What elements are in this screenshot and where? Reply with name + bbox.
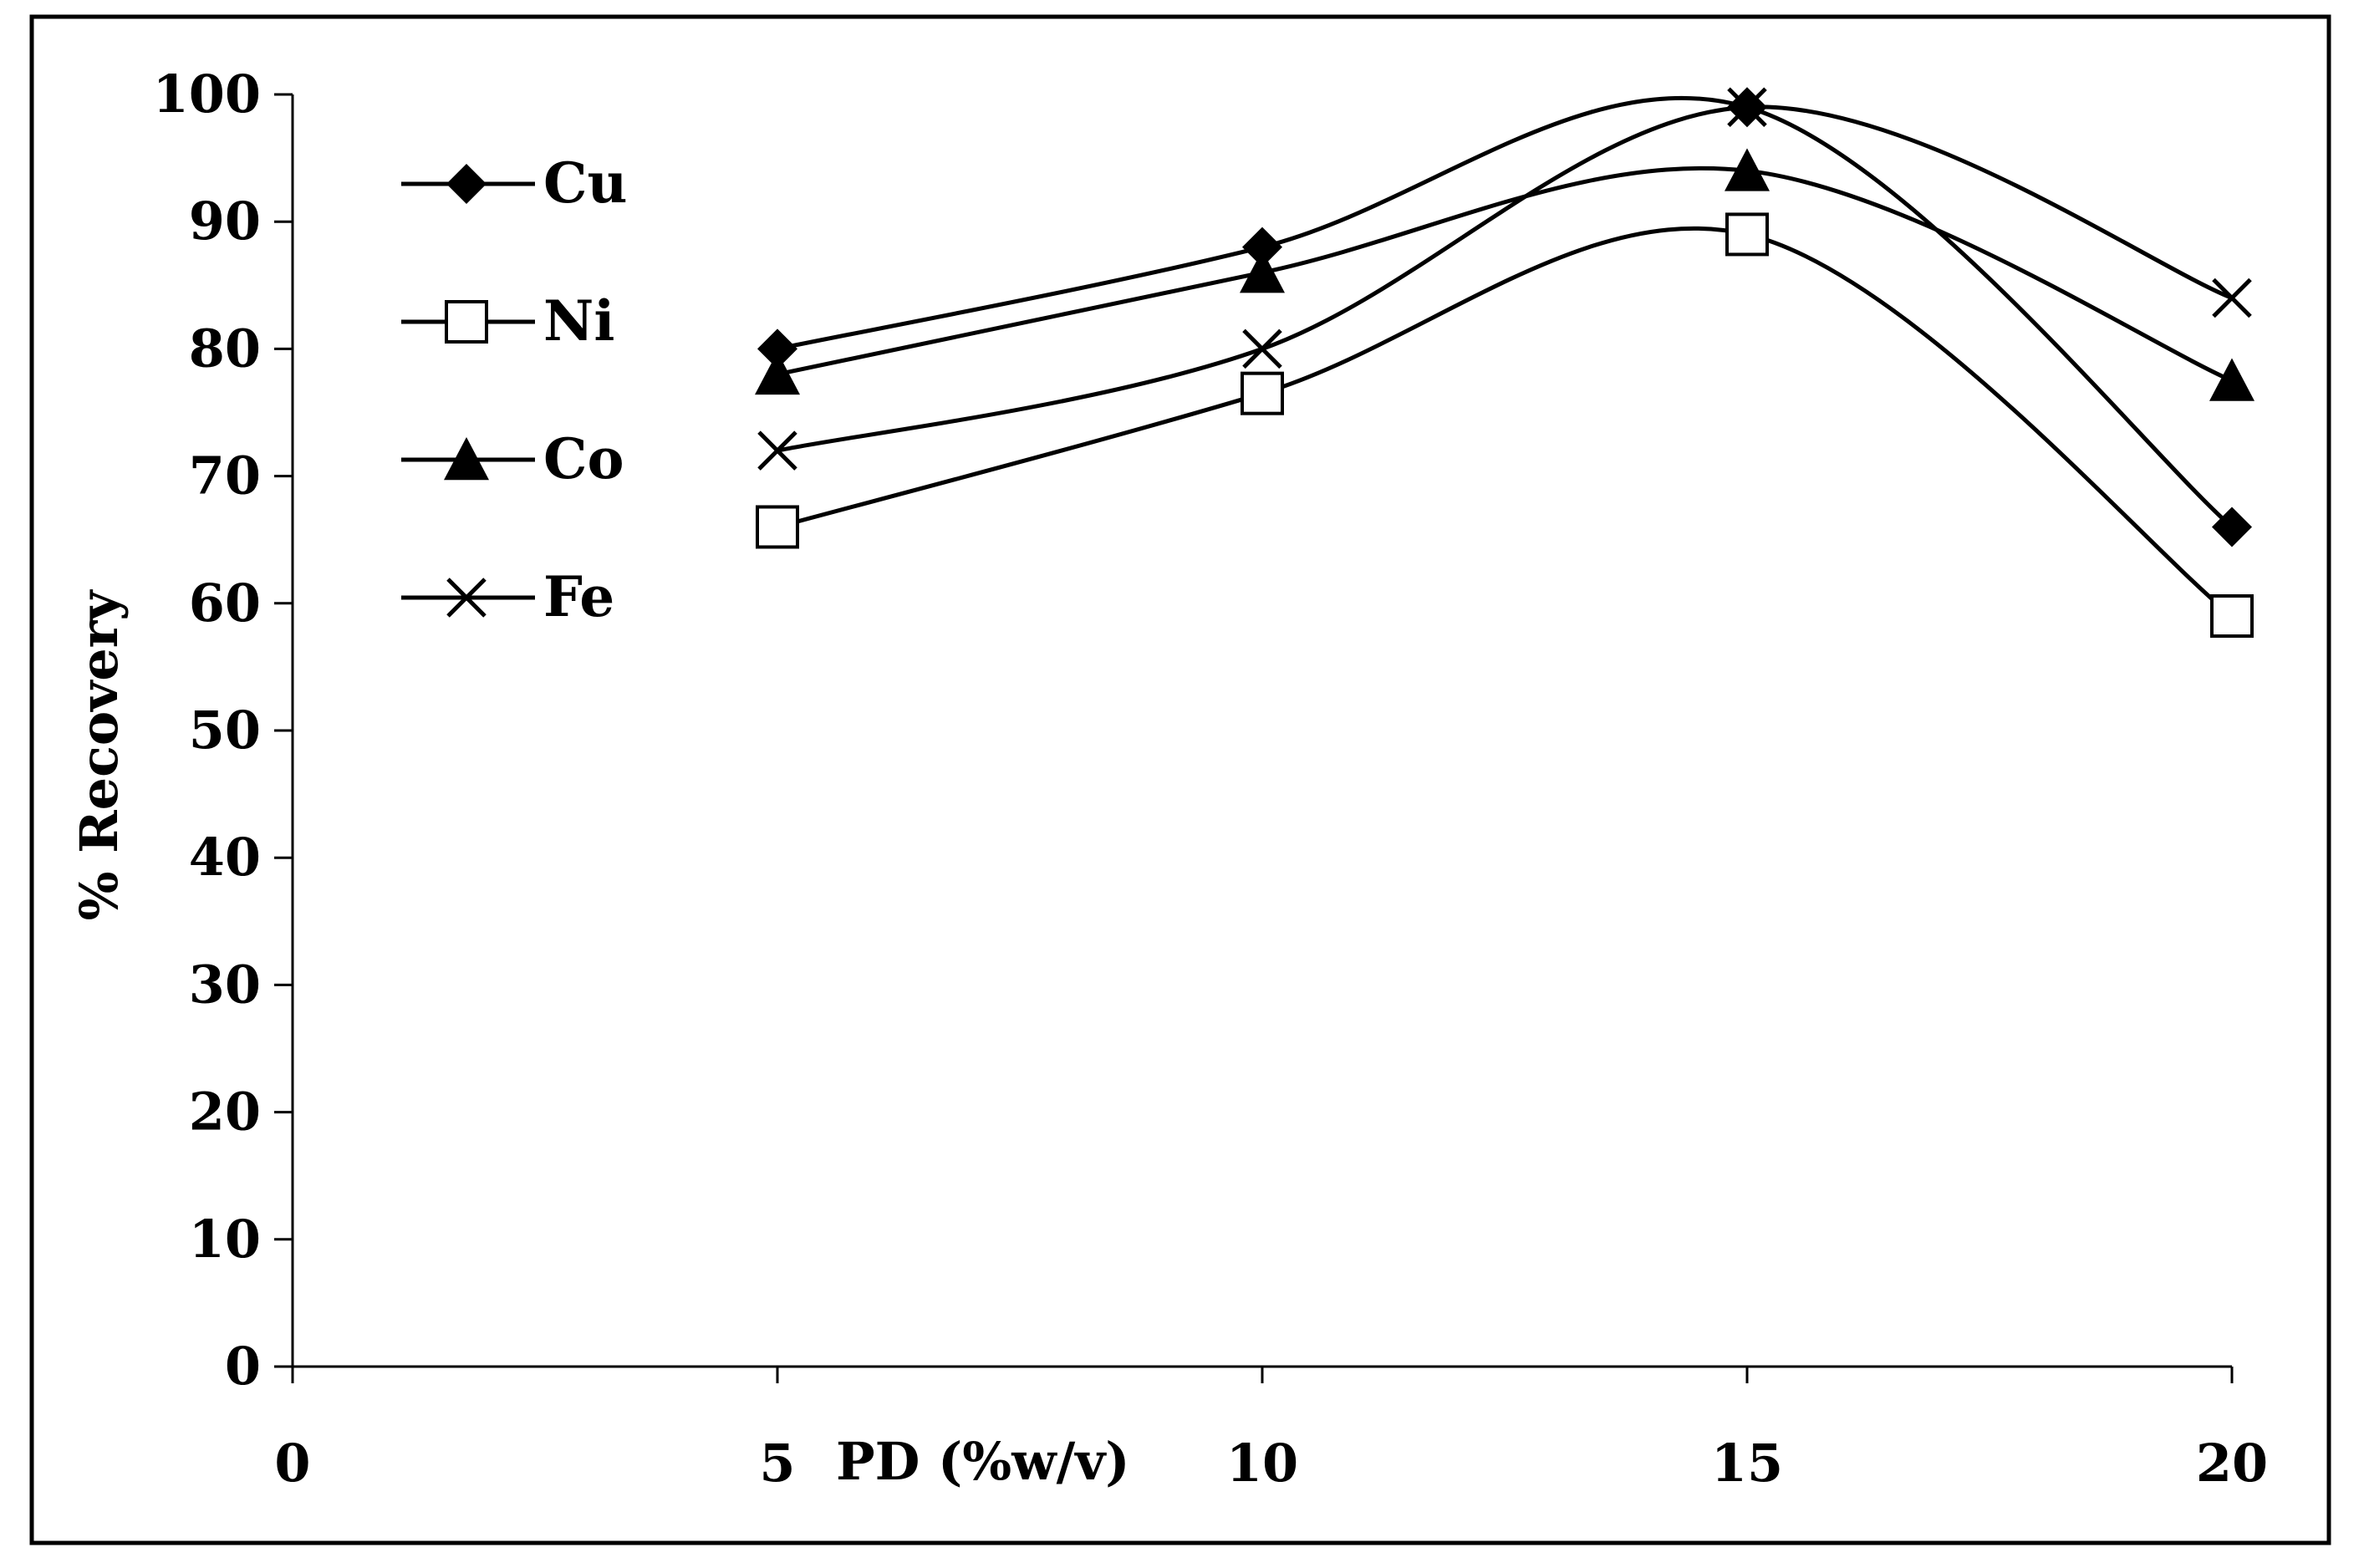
data-point-fe <box>757 430 797 471</box>
data-point-ni <box>2210 594 2254 639</box>
legend-item-cu: Cu <box>401 150 628 216</box>
series-line-ni <box>777 226 2234 618</box>
x-tick-label: 20 <box>2196 1433 2268 1494</box>
data-point-co <box>2209 358 2254 401</box>
legend: Cu Ni Co Fe <box>401 150 628 629</box>
y-tick-label: 90 <box>189 191 261 252</box>
x-tick-label: 5 <box>759 1433 795 1494</box>
legend-label-fe: Fe <box>543 564 614 629</box>
y-tick-label: 20 <box>189 1082 261 1143</box>
series-lines <box>777 96 2234 618</box>
y-tick-label: 80 <box>189 318 261 379</box>
legend-marker-co <box>444 437 489 481</box>
data-point-cu <box>757 328 797 369</box>
chart-border <box>29 14 2331 1545</box>
y-tick-label: 100 <box>153 64 261 125</box>
data-point-ni <box>1241 371 1284 415</box>
series-line-co <box>777 165 2233 383</box>
data-point-ni <box>756 505 799 549</box>
legend-marker-fe <box>446 578 487 618</box>
data-point-co <box>1240 250 1285 293</box>
x-tick-label: 0 <box>274 1433 310 1494</box>
data-point-fe <box>2212 277 2252 318</box>
legend-marker-cu <box>446 164 487 204</box>
legend-label-ni: Ni <box>543 288 614 354</box>
legend-label-co: Co <box>543 426 624 491</box>
y-tick-label: 50 <box>189 700 261 761</box>
y-tick-label: 60 <box>189 573 261 634</box>
series-line-fe <box>777 104 2233 453</box>
data-point-cu <box>2212 507 2252 547</box>
series-line-cu <box>777 96 2234 529</box>
data-point-fe <box>1727 87 1767 127</box>
data-point-ni <box>1725 212 1769 257</box>
data-point-co <box>755 351 800 395</box>
legend-item-co: Co <box>401 426 624 491</box>
data-point-cu <box>1242 227 1282 267</box>
data-point-co <box>1725 148 1770 191</box>
y-tick-label: 10 <box>189 1209 261 1270</box>
legend-label-cu: Cu <box>543 150 628 216</box>
legend-item-ni: Ni <box>401 288 614 354</box>
x-tick-label: 10 <box>1226 1433 1298 1494</box>
legend-item-fe: Fe <box>401 564 614 629</box>
y-tick-label: 0 <box>225 1336 261 1397</box>
y-tick-label: 30 <box>189 954 261 1015</box>
series-markers <box>755 87 2254 639</box>
axes: 0 10 20 30 40 50 60 70 80 90 100 0 5 10 15 20 PD (%w/v)%… <box>69 64 2268 1494</box>
y-tick-label: 70 <box>189 445 261 507</box>
data-point-fe <box>1242 328 1282 369</box>
y-tick-label: 40 <box>189 827 261 888</box>
x-tick-label: 15 <box>1711 1433 1783 1494</box>
x-axis-title: PD (%w/v) <box>836 1431 1130 1492</box>
legend-marker-ni <box>445 300 488 344</box>
y-axis-title: % Recovery <box>69 589 130 921</box>
